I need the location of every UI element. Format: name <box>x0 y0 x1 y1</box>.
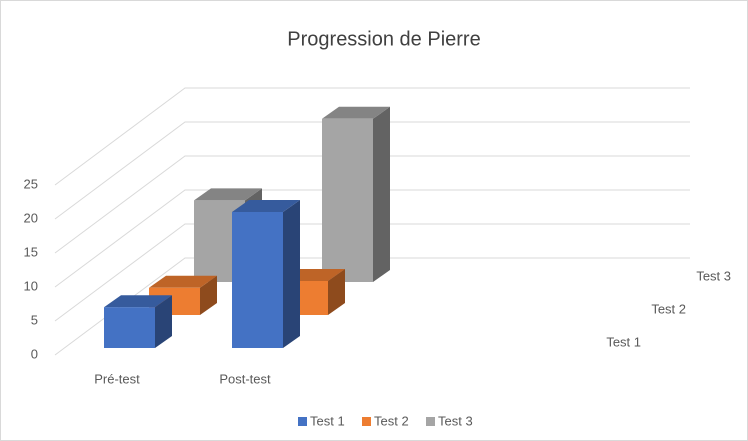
legend-swatch <box>298 417 307 426</box>
bar-top <box>322 106 390 119</box>
bar-top <box>104 295 172 308</box>
grid-line <box>54 223 690 322</box>
y-tick-label: 15 <box>24 244 38 259</box>
legend-label: Test 3 <box>438 413 473 428</box>
y-tick-label: 25 <box>24 176 38 191</box>
legend-label: Test 1 <box>310 413 345 428</box>
depth-tick-label: Test 1 <box>606 334 641 349</box>
y-tick-label: 5 <box>31 312 38 327</box>
x-tick-label: Post-test <box>219 371 271 386</box>
bar-front <box>232 212 283 348</box>
x-tick-label: Pré-test <box>94 371 140 386</box>
bar-top <box>194 188 262 201</box>
bar <box>149 275 217 315</box>
bar-side <box>283 200 300 348</box>
bar-side <box>155 295 172 348</box>
bar-side <box>200 275 217 315</box>
bar-side <box>328 269 345 315</box>
legend-swatch <box>362 417 371 426</box>
y-tick-label: 10 <box>24 278 38 293</box>
bar-top <box>232 200 300 212</box>
bar <box>104 295 172 348</box>
grid-line <box>54 121 690 220</box>
grid-line <box>54 257 690 356</box>
bar-top <box>149 275 217 288</box>
bar-side <box>373 106 390 282</box>
bar-front <box>104 307 155 348</box>
grid-line <box>54 189 690 288</box>
depth-tick-label: Test 3 <box>696 268 731 283</box>
legend-swatch <box>426 417 435 426</box>
legend-label: Test 2 <box>374 413 409 428</box>
depth-tick-label: Test 2 <box>651 301 686 316</box>
y-tick-label: 20 <box>24 210 38 225</box>
bar <box>322 106 390 282</box>
y-tick-label: 0 <box>31 346 38 361</box>
bar-front <box>322 118 373 282</box>
chart-title: Progression de Pierre <box>287 28 480 50</box>
bar <box>232 200 300 348</box>
grid-line <box>54 87 690 186</box>
grid-line <box>54 155 690 254</box>
